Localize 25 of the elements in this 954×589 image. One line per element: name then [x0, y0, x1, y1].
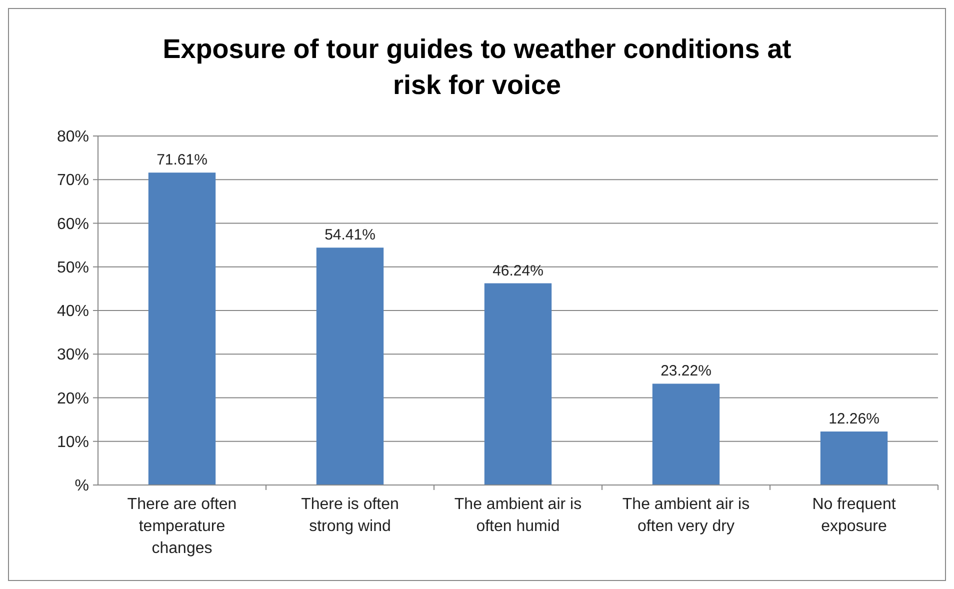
- y-tick-label: 60%: [56, 216, 89, 233]
- data-label: 12.26%: [828, 410, 880, 428]
- x-tick-label: No frequent exposure: [812, 496, 896, 535]
- y-tick-label: 20%: [56, 390, 89, 408]
- y-tick-label: 10%: [56, 434, 89, 451]
- y-tick-label: %: [74, 478, 89, 495]
- x-tick-label: There is often strong wind: [301, 496, 399, 535]
- y-tick-label: 40%: [56, 303, 89, 320]
- bar: [820, 432, 888, 485]
- chart-title: Exposure of tour guides to weather conditions at risk for voice: [162, 34, 792, 100]
- data-label: 23.22%: [660, 362, 712, 380]
- y-tick-label: 30%: [56, 346, 89, 364]
- bar: [316, 248, 384, 485]
- data-label: 71.61%: [156, 152, 208, 169]
- x-tick-label: There are often temperature changes: [127, 496, 237, 557]
- bar: [652, 384, 720, 485]
- y-tick-label: 70%: [56, 172, 89, 190]
- y-tick-label: 50%: [56, 259, 89, 276]
- x-tick-label: The ambient air is often humid: [454, 496, 582, 535]
- bar: [148, 172, 216, 485]
- data-label: 46.24%: [492, 262, 544, 280]
- x-tick-label: The ambient air is often very dry: [622, 496, 750, 535]
- y-tick-label: 80%: [56, 128, 89, 146]
- data-label: 54.41%: [324, 226, 376, 244]
- bar: [484, 283, 552, 485]
